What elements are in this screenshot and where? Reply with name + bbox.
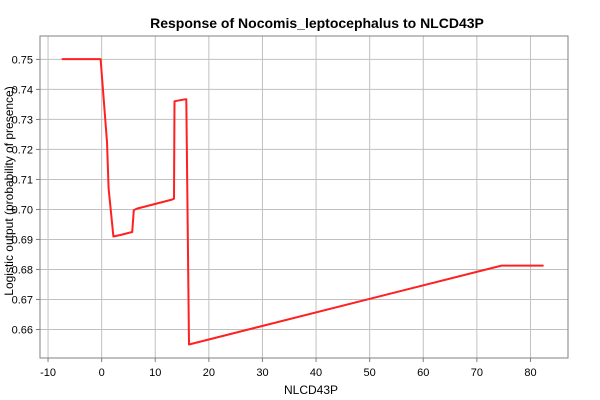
x-tick-label: 10	[149, 367, 161, 379]
y-tick-label: 0.69	[12, 234, 33, 246]
ticks-layer: -10 0 10 20 30 40 50 60 70 80 0.66 0.67 0.68 0.69 0.70…	[12, 54, 537, 379]
x-tick-label: 0	[99, 367, 105, 379]
y-tick-label: 0.75	[12, 54, 33, 66]
y-axis-label: Logistic output (probability of presence…	[2, 86, 16, 295]
grid-layer	[40, 36, 568, 358]
y-tick-label: 0.68	[12, 264, 33, 276]
y-tick-label: 0.71	[12, 174, 33, 186]
response-curve-line	[61, 58, 544, 346]
x-tick-label: 80	[524, 367, 536, 379]
y-tick-label: 0.66	[12, 324, 33, 336]
x-tick-label: -10	[40, 367, 56, 379]
x-axis-label: NLCD43P	[284, 383, 338, 397]
plot-frame	[39, 35, 569, 359]
x-tick-label: 60	[417, 367, 429, 379]
series-layer	[61, 58, 544, 346]
y-tick-label: 0.74	[12, 84, 33, 96]
x-tick-label: 20	[203, 367, 215, 379]
chart-title: Response of Nocomis_leptocephalus to NLC…	[150, 15, 484, 31]
x-tick-label: 30	[256, 367, 268, 379]
x-tick-label: 40	[310, 367, 322, 379]
y-tick-label: 0.72	[12, 144, 33, 156]
x-tick-label: 50	[364, 367, 376, 379]
y-tick-label: 0.70	[12, 204, 33, 216]
y-tick-label: 0.67	[12, 294, 33, 306]
x-tick-label: 70	[471, 367, 483, 379]
y-tick-label: 0.73	[12, 114, 33, 126]
